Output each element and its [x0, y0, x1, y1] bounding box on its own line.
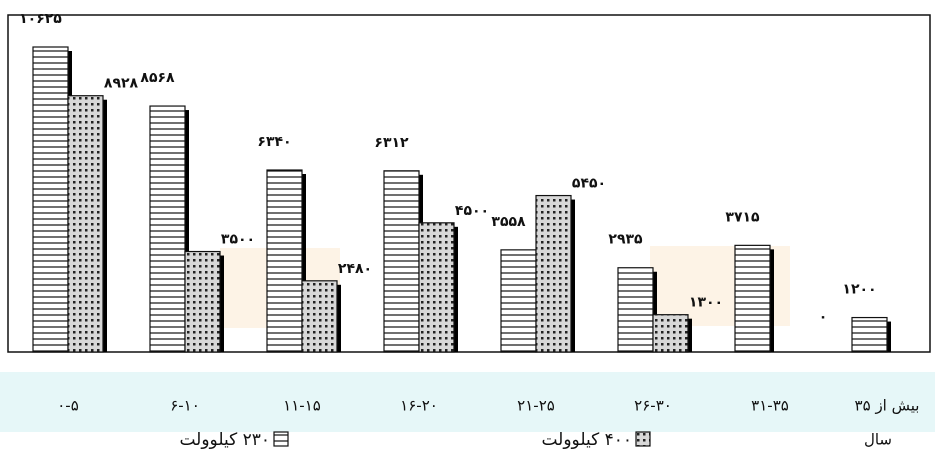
bar: [184, 250, 221, 353]
value-label: ۶۳۴۰: [257, 134, 291, 150]
x-tick-label: ۱۱-۱۵: [283, 397, 321, 415]
value-label: ۸۹۲۸: [104, 76, 139, 92]
value-label: ۲۹۳۵: [608, 232, 643, 248]
bar: [149, 105, 186, 353]
bar: [617, 267, 654, 353]
value-label: ۸۵۶۸: [140, 70, 175, 86]
bar: [734, 244, 771, 353]
value-label: ۳۷۱۵: [725, 209, 760, 225]
x-tick-label: ۲۶-۳۰: [634, 397, 672, 415]
legend-label: ۲۳۰ کیلوولت: [179, 430, 270, 450]
bar: [652, 314, 689, 353]
x-tick-label: ۶-۱۰: [170, 397, 200, 415]
bar: [383, 170, 420, 353]
x-tick-label: ۰-۵: [57, 397, 79, 415]
x-tick-label: بیش از ۳۵: [855, 397, 920, 415]
legend-label: ۴۰۰ کیلوولت: [541, 430, 632, 450]
legend-swatch: [635, 431, 651, 447]
x-tick-label: ۳۱-۳۵: [751, 397, 789, 415]
value-label: ۱۳۰۰: [689, 295, 723, 311]
value-label: ۵۴۵۰: [572, 176, 606, 192]
legend-swatch: [273, 431, 289, 447]
x-axis-label: سال: [864, 431, 892, 449]
bar: [418, 222, 455, 353]
watermark: [0, 246, 935, 432]
bar: [301, 280, 338, 353]
x-tick-label: ۲۱-۲۵: [517, 397, 555, 415]
bar: [500, 249, 537, 353]
bar: [67, 95, 104, 353]
value-label: ۶۳۱۲: [374, 135, 409, 151]
value-label: ۳۵۰۰: [221, 232, 255, 248]
value-label: ۰: [819, 309, 828, 325]
bar: [535, 194, 572, 353]
x-tick-label: ۱۶-۲۰: [400, 397, 438, 415]
value-label: ۳۵۵۸: [491, 214, 526, 230]
value-label: ۲۴۸۰: [338, 261, 372, 277]
plot-frame: [7, 14, 931, 353]
value-label: ۱۲۰۰: [842, 282, 876, 298]
bar: [32, 46, 69, 353]
value-label: ۱۰۶۲۵: [19, 11, 62, 27]
value-label: ۴۵۰۰: [455, 203, 489, 219]
bar: [266, 169, 303, 353]
bar: [851, 316, 888, 353]
